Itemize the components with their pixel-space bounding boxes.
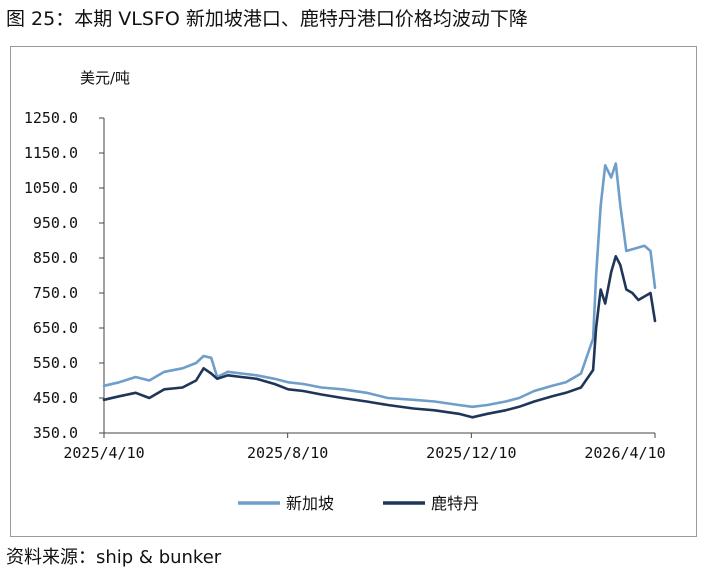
y-tick-label: 1150.0	[24, 144, 78, 162]
chart-frame	[10, 46, 697, 537]
y-tick-label: 450.0	[33, 389, 78, 407]
legend: 新加坡 鹿特丹	[238, 494, 479, 513]
series-line-rotterdam	[102, 254, 657, 419]
x-tick-label: 2026/4/10	[584, 444, 665, 462]
legend-label: 新加坡	[286, 494, 334, 513]
y-tick-label: 750.0	[33, 284, 78, 302]
y-axis-unit: 美元/吨	[80, 69, 130, 87]
y-tick-label: 350.0	[33, 424, 78, 442]
x-tick-label: 2025/12/10	[426, 444, 516, 462]
y-tick-label: 950.0	[33, 214, 78, 232]
source-note: 资料来源：ship & bunker	[6, 547, 222, 568]
y-tick-label: 550.0	[33, 354, 78, 372]
y-tick-label: 1050.0	[24, 179, 78, 197]
series-line-singapore	[102, 162, 657, 409]
x-tick-label: 2025/8/10	[247, 444, 328, 462]
legend-label: 鹿特丹	[431, 494, 479, 513]
x-tick-label: 2025/4/10	[63, 444, 144, 462]
figure-title: 图 25：本期 VLSFO 新加坡港口、鹿特丹港口价格均波动下降	[6, 8, 528, 30]
y-tick-label: 850.0	[33, 249, 78, 267]
y-tick-label: 1250.0	[24, 109, 78, 127]
y-tick-label: 650.0	[33, 319, 78, 337]
